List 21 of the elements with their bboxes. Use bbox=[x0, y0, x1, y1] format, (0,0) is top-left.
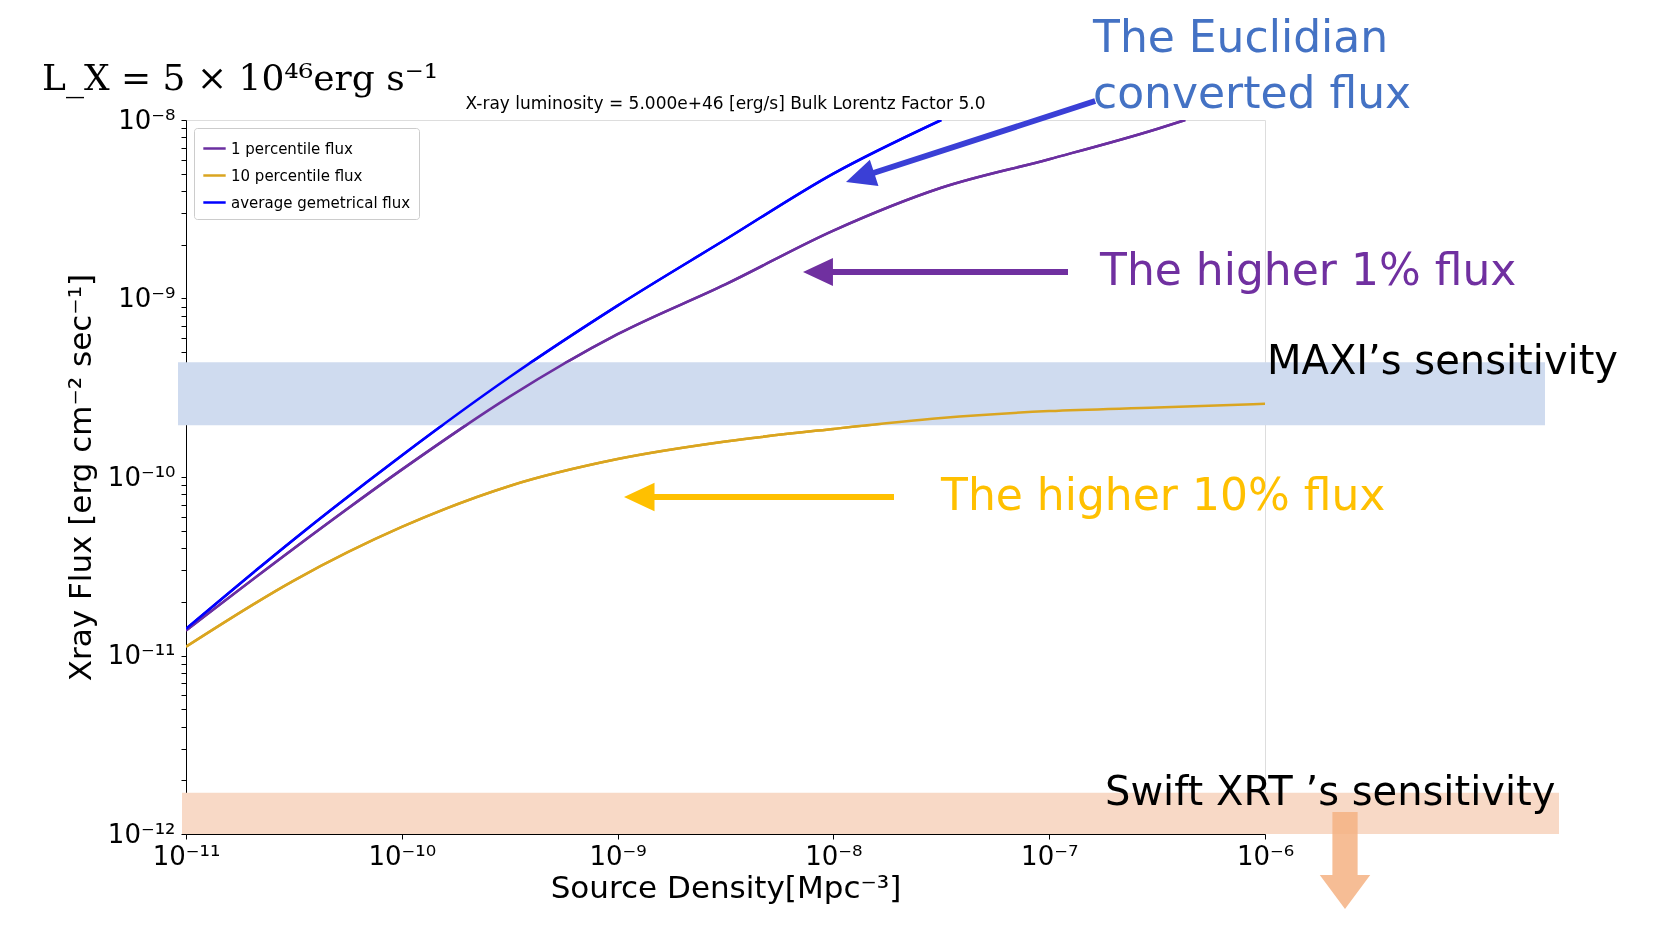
x-tick-label: 10⁻⁹ bbox=[589, 840, 647, 871]
chart-title: X-ray luminosity = 5.000e+46 [erg/s] Bulk Lorentz Factor 5.0 bbox=[465, 93, 986, 113]
y-tick-label: 10⁻¹¹ bbox=[107, 640, 176, 670]
x-tick-label: 10⁻⁶ bbox=[1236, 840, 1295, 871]
x-tick-label: 10⁻¹⁰ bbox=[368, 840, 437, 871]
band-label: MAXI’s sensitivity bbox=[1267, 337, 1619, 384]
text: L_X = 5 × 10⁴⁶erg s⁻¹ bbox=[42, 57, 439, 99]
band-label: Swift XRT ’s sensitivity bbox=[1105, 767, 1556, 814]
x-axis-title: Source Density[Mpc⁻³] bbox=[550, 868, 902, 905]
x-tick-label: 10⁻⁷ bbox=[1021, 840, 1079, 871]
y-axis-title: Xray Flux [erg cm⁻² sec⁻¹] bbox=[61, 273, 98, 682]
annotation: The higher 1% flux bbox=[1099, 244, 1517, 295]
legend-label: average gemetrical flux bbox=[231, 193, 411, 212]
legend-label: 1 percentile flux bbox=[231, 139, 354, 158]
legend-label: 10 percentile flux bbox=[231, 166, 363, 185]
y-tick-label: 10⁻⁸ bbox=[118, 104, 176, 135]
annotation: The higher 10% flux bbox=[940, 469, 1386, 520]
x-tick-label: 10⁻⁸ bbox=[805, 840, 863, 871]
text: The Euclidian converted flux bbox=[1092, 11, 1412, 118]
y-tick-label: 10⁻¹⁰ bbox=[107, 461, 176, 492]
y-tick-label: 10⁻⁹ bbox=[118, 283, 176, 313]
